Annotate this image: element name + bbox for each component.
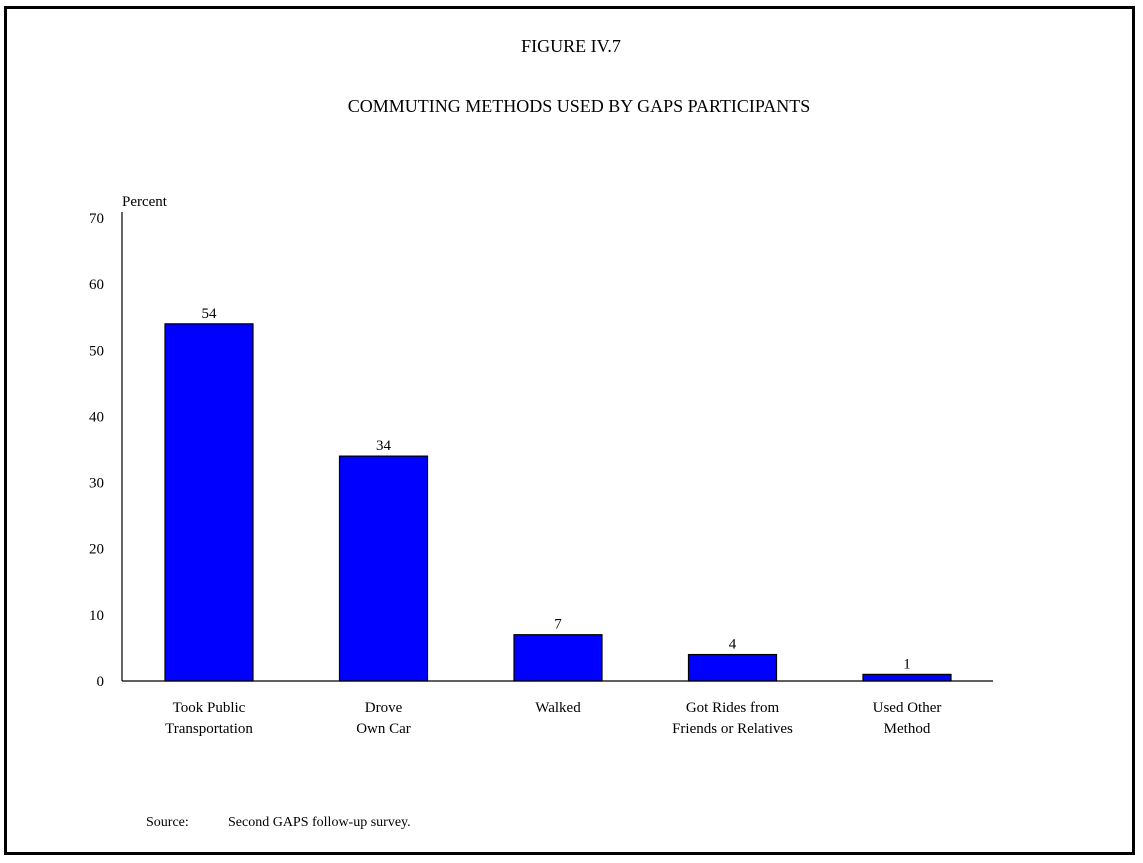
x-category-label: Drove [365,700,403,716]
y-tick-label: 10 [89,608,104,624]
x-category-label: Walked [535,700,581,716]
figure-frame [4,6,1135,855]
x-category-label: Used Other [873,700,942,716]
bar [687,653,778,682]
x-category-label: Transportation [165,721,253,737]
x-category-label: Own Car [356,721,411,737]
bar [862,673,952,682]
y-tick-label: 30 [89,476,104,492]
x-axis-categories: Took Public Transportation Drove Own Car Wal… [165,700,941,737]
x-category-label: Got Rides from [686,700,780,716]
bar [164,323,254,682]
x-category-label: Took Public [173,700,246,716]
bar-value-label: 1 [903,656,911,672]
source-label: Source: [146,815,189,830]
y-axis-label: Percent [122,194,168,210]
bar [513,634,603,682]
y-tick-label: 70 [89,211,104,227]
figure-label: FIGURE IV.7 [521,36,621,56]
data-labels: 54 34 7 4 1 [202,306,911,673]
y-axis-ticks: 0 10 20 30 40 50 60 70 [89,211,104,690]
source-text: Second GAPS follow-up survey. [228,815,411,830]
bar-value-label: 7 [554,617,562,633]
y-tick-label: 20 [89,542,104,558]
bar-value-label: 54 [202,306,218,322]
bar-value-label: 4 [729,637,737,653]
bar-value-label: 34 [376,438,392,454]
y-tick-label: 50 [89,343,104,359]
y-tick-label: 60 [89,277,104,293]
y-tick-label: 40 [89,409,104,425]
y-tick-label: 0 [97,674,105,690]
bars [164,323,952,682]
bar [338,455,429,682]
x-category-label: Method [884,721,931,737]
chart-title: COMMUTING METHODS USED BY GAPS PARTICIPA… [348,96,811,116]
x-category-label: Friends or Relatives [672,721,793,737]
